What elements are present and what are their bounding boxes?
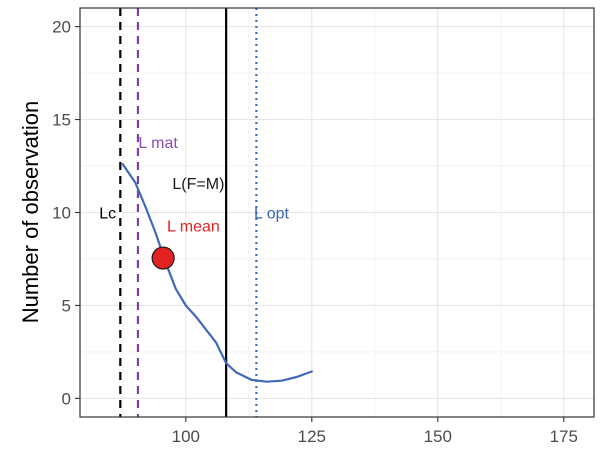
data-series [121,163,313,383]
x-tick-label: 175 [550,427,578,446]
data-points [151,246,175,270]
point-l-mean [151,246,175,270]
x-tick-label: 150 [424,427,452,446]
series-line [121,163,313,383]
y-tick-label: 10 [52,204,71,223]
label-l-mat: L mat [138,135,178,152]
grid-lines [80,8,594,417]
y-tick-label: 0 [62,389,71,408]
x-tick-label: 100 [172,427,200,446]
y-tick-label: 15 [52,111,71,130]
label-l-f-m-: L(F=M) [172,176,224,193]
label-lc: Lc [99,206,116,223]
label-l-mean: L mean [167,219,220,236]
y-axis-title: Number of observation [18,101,43,324]
label-l-opt: L opt [254,206,290,223]
y-tick-label: 5 [62,296,71,315]
y-tick-label: 20 [52,18,71,37]
x-tick-label: 125 [298,427,326,446]
reference-lines [119,8,258,417]
x-axis: 100 125 150 175 [172,417,578,446]
annotations: Lc L mat L(F=M) L opt L mean [99,135,289,236]
y-axis: 0 5 10 15 20 [52,18,80,408]
